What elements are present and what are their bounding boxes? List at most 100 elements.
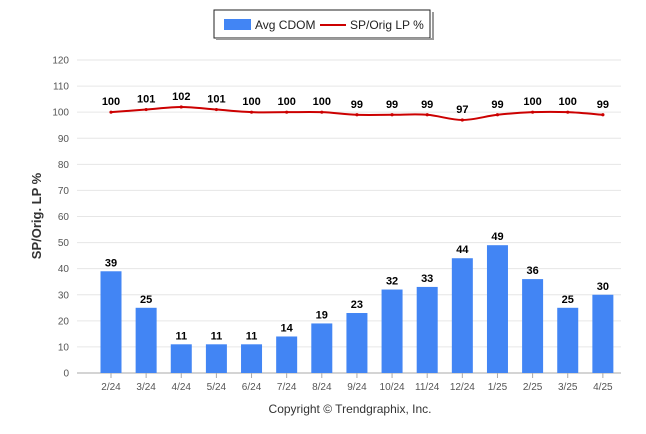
- legend-shadow-right: [432, 12, 434, 39]
- line-data-label: 101: [207, 94, 225, 106]
- line-point: [179, 105, 183, 109]
- line-data-label: 99: [491, 99, 503, 111]
- x-tick-label: 3/24: [136, 382, 156, 393]
- bar-avg-cdom: [486, 245, 508, 373]
- line-data-label: 100: [523, 96, 541, 108]
- copyright-footer: Copyright © Trendgraphix, Inc.: [269, 402, 432, 416]
- x-tick-label: 8/24: [312, 382, 332, 393]
- y-tick-label: 60: [58, 212, 70, 223]
- legend-swatch-avg-cdom: [224, 19, 251, 30]
- x-tick-label: 4/24: [172, 382, 192, 393]
- line-point: [285, 110, 289, 114]
- x-tick-label: 9/24: [347, 382, 367, 393]
- y-tick-label: 40: [58, 264, 70, 275]
- x-tick-label: 7/24: [277, 382, 297, 393]
- bar-avg-cdom: [557, 307, 579, 373]
- bar-avg-cdom: [451, 258, 473, 373]
- x-tick-label: 2/25: [523, 382, 543, 393]
- x-tick-label: 1/25: [488, 382, 508, 393]
- x-tick-label: 2/24: [101, 382, 121, 393]
- bar-series: [100, 245, 614, 373]
- bar-avg-cdom: [170, 344, 192, 373]
- x-tick-label: 3/25: [558, 382, 578, 393]
- line-point: [355, 113, 359, 117]
- bar-data-label: 19: [316, 309, 328, 321]
- data-labels: 39 25 11 11 11 14 19 23 32 33 44 49 36 25 30 100 101 102 1…: [102, 91, 609, 342]
- y-axis-title: SP/Orig. LP %: [29, 172, 44, 259]
- line-point: [566, 110, 570, 114]
- line-data-label: 100: [242, 96, 260, 108]
- x-tick-label: 11/24: [415, 382, 440, 393]
- line-point: [214, 107, 218, 112]
- bar-avg-cdom: [416, 286, 438, 373]
- bar-data-label: 25: [140, 294, 152, 306]
- line-data-label: 101: [137, 94, 155, 106]
- line-data-label: 99: [421, 99, 433, 111]
- bar-avg-cdom: [522, 279, 544, 373]
- y-tick-label: 100: [52, 108, 69, 119]
- y-tick-label: 120: [52, 56, 69, 67]
- x-tick-label: 10/24: [380, 382, 405, 393]
- bar-data-label: 14: [281, 322, 294, 334]
- line-data-label: 99: [386, 99, 398, 111]
- line-point: [460, 118, 464, 122]
- line-point: [320, 110, 324, 114]
- y-tick-label: 80: [58, 160, 70, 171]
- legend-label-sp-orig-lp: SP/Orig LP %: [350, 18, 424, 32]
- y-tick-label: 70: [58, 186, 70, 197]
- y-tick-label: 0: [63, 369, 69, 380]
- line-data-label: 100: [559, 96, 577, 108]
- line-series: [109, 105, 605, 122]
- y-tick-label: 90: [58, 134, 70, 145]
- line-data-label: 97: [456, 104, 468, 116]
- y-tick-label: 10: [58, 342, 70, 353]
- gridlines: [77, 59, 621, 374]
- bar-avg-cdom: [592, 294, 614, 373]
- line-point: [601, 113, 605, 117]
- bar-data-label: 23: [351, 299, 363, 311]
- legend-shadow-bottom: [216, 38, 434, 40]
- bar-avg-cdom: [135, 307, 157, 373]
- line-data-label: 99: [351, 99, 363, 111]
- bar-avg-cdom: [381, 289, 403, 373]
- bar-data-label: 30: [597, 281, 609, 293]
- bar-data-label: 44: [456, 244, 469, 256]
- y-tick-label: 30: [58, 290, 70, 301]
- x-tick-label: 4/25: [593, 382, 613, 393]
- line-point: [495, 113, 500, 117]
- line-point: [249, 110, 254, 114]
- bar-avg-cdom: [241, 344, 263, 373]
- bar-avg-cdom: [346, 313, 368, 373]
- bar-avg-cdom: [276, 336, 298, 373]
- y-tick-label: 110: [53, 82, 69, 93]
- bar-avg-cdom: [100, 271, 122, 373]
- bar-data-label: 11: [175, 330, 187, 342]
- y-tick-label: 20: [58, 316, 70, 327]
- bar-data-label: 36: [526, 265, 538, 277]
- bar-data-label: 25: [562, 294, 574, 306]
- x-axis-ticks: 2/24 3/24 4/24 5/24 6/24 7/24 8/24 9/24 10/24 11/…: [101, 373, 613, 393]
- y-axis-ticks: 0 10 20 30 40 50 60 70 80 90 100 110 120: [52, 56, 69, 380]
- x-tick-label: 6/24: [242, 382, 262, 393]
- bar-data-label: 32: [386, 276, 398, 288]
- line-point: [531, 110, 535, 114]
- line-data-label: 100: [102, 96, 120, 108]
- line-point: [390, 113, 394, 117]
- bar-avg-cdom: [311, 323, 333, 373]
- legend: Avg CDOM SP/Orig LP %: [213, 9, 434, 40]
- x-tick-label: 5/24: [207, 382, 227, 393]
- line-point: [109, 110, 113, 114]
- legend-label-avg-cdom: Avg CDOM: [255, 18, 315, 32]
- bar-avg-cdom: [205, 344, 227, 373]
- line-point: [425, 113, 429, 117]
- y-tick-label: 50: [58, 238, 70, 249]
- line-data-label: 99: [597, 99, 609, 111]
- line-data-label: 100: [313, 96, 331, 108]
- bar-data-label: 11: [246, 330, 258, 342]
- bar-data-label: 49: [491, 231, 503, 243]
- line-point: [144, 107, 148, 112]
- bar-data-label: 39: [105, 257, 117, 269]
- line-data-label: 102: [172, 91, 190, 103]
- line-data-label: 100: [277, 96, 295, 108]
